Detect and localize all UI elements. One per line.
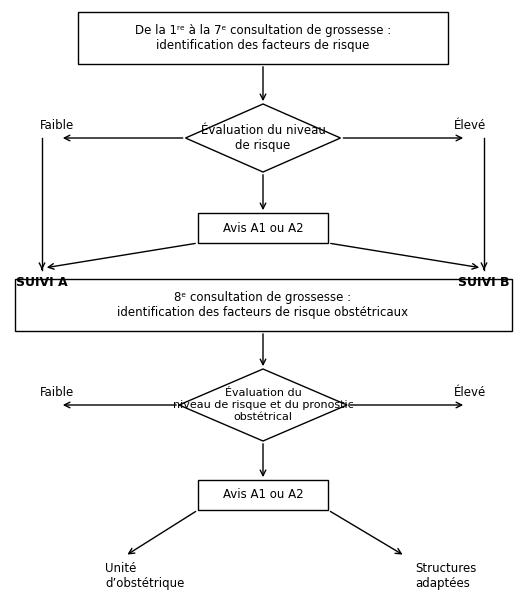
Text: SUIVI A: SUIVI A (16, 276, 68, 289)
Text: De la 1ʳᵉ à la 7ᵉ consultation de grossesse :
identification des facteurs de ris: De la 1ʳᵉ à la 7ᵉ consultation de grosse… (135, 24, 391, 52)
Text: Faible: Faible (40, 119, 74, 132)
Text: Structures
adaptées: Structures adaptées (415, 562, 476, 590)
Text: 8ᵉ consultation de grossesse :
identification des facteurs de risque obstétricau: 8ᵉ consultation de grossesse : identific… (118, 291, 408, 319)
Text: Avis A1 ou A2: Avis A1 ou A2 (223, 222, 304, 234)
Text: Élevé: Élevé (454, 119, 486, 132)
Text: Faible: Faible (40, 386, 74, 399)
Text: SUIVI B: SUIVI B (458, 276, 510, 289)
FancyBboxPatch shape (78, 12, 448, 64)
Text: Évaluation du
niveau de risque et du pronostic
obstétrical: Évaluation du niveau de risque et du pro… (173, 388, 354, 422)
FancyBboxPatch shape (198, 213, 328, 243)
FancyBboxPatch shape (198, 480, 328, 510)
Text: Élevé: Élevé (454, 386, 486, 399)
Text: Avis A1 ou A2: Avis A1 ou A2 (223, 489, 304, 502)
Polygon shape (186, 104, 340, 172)
Polygon shape (179, 369, 347, 441)
FancyBboxPatch shape (15, 279, 512, 331)
Text: Évaluation du niveau
de risque: Évaluation du niveau de risque (201, 124, 326, 152)
Text: Unité
d’obstétrique: Unité d’obstétrique (105, 562, 184, 590)
